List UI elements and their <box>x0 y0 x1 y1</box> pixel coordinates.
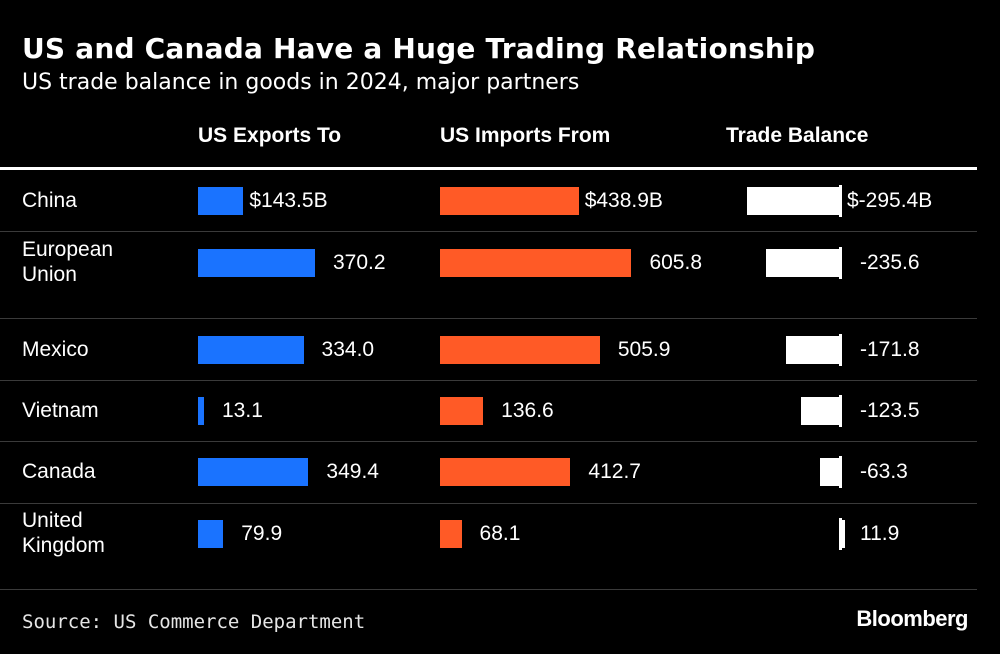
row-separator <box>0 318 977 319</box>
exports-value-label: $143.5B <box>249 189 328 212</box>
row-label: Mexico <box>22 337 89 361</box>
balance-value-label: -235.6 <box>860 251 920 274</box>
row-label: European Union <box>22 238 114 286</box>
row-separator <box>0 231 977 232</box>
balance-bar <box>840 520 845 548</box>
balance-zero-line <box>839 395 842 427</box>
row-label: United Kingdom <box>22 509 105 557</box>
balance-value-label: $-295.4B <box>847 189 933 212</box>
exports-value-label: 13.1 <box>222 399 263 422</box>
row-separator <box>0 380 977 381</box>
row-label: Vietnam <box>22 398 99 422</box>
imports-bar <box>440 458 571 486</box>
balance-bar <box>800 397 840 425</box>
imports-bar <box>440 397 484 425</box>
row-label: China <box>22 188 77 212</box>
imports-bar <box>440 187 579 215</box>
balance-zero-line <box>839 518 842 550</box>
row-separator <box>0 503 977 504</box>
chart-subtitle: US trade balance in goods in 2024, major… <box>22 70 580 95</box>
exports-value-label: 349.4 <box>326 460 379 483</box>
imports-value-label: 412.7 <box>588 460 641 483</box>
imports-value-label: $438.9B <box>584 189 663 212</box>
source-note: Source: US Commerce Department <box>22 611 366 633</box>
imports-value-label: 68.1 <box>479 522 521 545</box>
row-separator <box>0 441 977 442</box>
balance-bar <box>746 187 840 215</box>
row-label: Canada <box>22 459 96 483</box>
column-header-balance: Trade Balance <box>726 124 869 147</box>
balance-value-label: -63.3 <box>860 460 908 483</box>
balance-bar <box>819 458 840 486</box>
balance-value-label: -123.5 <box>860 399 920 422</box>
header-rule <box>0 167 977 170</box>
imports-bar <box>440 249 632 277</box>
exports-value-label: 334.0 <box>321 338 375 361</box>
exports-bar <box>198 520 224 548</box>
balance-bar <box>765 249 840 277</box>
imports-value-label: 605.8 <box>649 251 703 274</box>
balance-bar <box>785 336 840 364</box>
row-separator <box>0 589 977 590</box>
exports-bar <box>198 336 304 364</box>
balance-zero-line <box>839 185 842 217</box>
imports-value-label: 136.6 <box>501 399 554 422</box>
exports-value-label: 79.9 <box>241 522 283 545</box>
balance-zero-line <box>839 247 842 279</box>
bloomberg-logo: Bloomberg <box>856 606 968 631</box>
balance-value-label: 11.9 <box>860 522 900 545</box>
exports-bar <box>198 187 244 215</box>
exports-bar <box>198 397 204 425</box>
balance-zero-line <box>839 456 842 488</box>
imports-value-label: 505.9 <box>617 338 671 361</box>
chart-title: US and Canada Have a Huge Trading Relati… <box>22 32 816 65</box>
exports-bar <box>198 249 315 277</box>
exports-bar <box>198 458 309 486</box>
column-header-exports: US Exports To <box>198 124 342 147</box>
balance-value-label: -171.8 <box>860 338 920 361</box>
exports-value-label: 370.2 <box>333 251 386 274</box>
imports-bar <box>440 336 600 364</box>
imports-bar <box>440 520 462 548</box>
balance-zero-line <box>839 334 842 366</box>
column-header-imports: US Imports From <box>440 124 611 147</box>
